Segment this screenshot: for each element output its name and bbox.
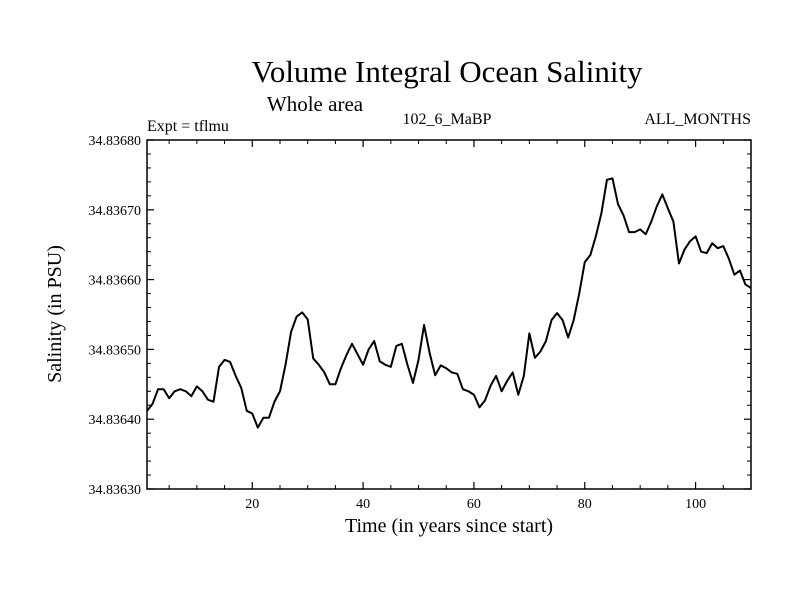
x-tick-label: 80 bbox=[578, 497, 592, 512]
x-tick-label: 100 bbox=[685, 497, 706, 512]
x-tick-label: 20 bbox=[245, 497, 259, 512]
y-tick-label: 34.83670 bbox=[89, 204, 142, 219]
y-tick-label: 34.83650 bbox=[89, 343, 142, 358]
y-tick-label: 34.83660 bbox=[89, 274, 142, 289]
y-tick-label: 34.83680 bbox=[89, 134, 142, 149]
x-tick-label: 60 bbox=[467, 497, 481, 512]
series-group bbox=[146, 177, 752, 429]
y-tick-label: 34.83630 bbox=[89, 483, 142, 498]
months-label: ALL_MONTHS bbox=[644, 111, 751, 128]
plot-frame bbox=[146, 139, 752, 490]
x-axis: 20 40 60 80 100 bbox=[168, 140, 752, 512]
y-tick-label: 34.83640 bbox=[89, 413, 142, 428]
y-axis-label: Salinity (in PSU) bbox=[44, 245, 66, 383]
y-axis: 34.83630 34.83640 34.83650 34.83660 34.83670… bbox=[89, 134, 751, 498]
series-line-salinity bbox=[146, 177, 752, 429]
experiment-label: Expt = tflmu bbox=[147, 118, 229, 135]
chart-subtitle: Whole area bbox=[267, 92, 364, 116]
chart-title: Volume Integral Ocean Salinity bbox=[251, 54, 643, 89]
run-label: 102_6_MaBP bbox=[403, 111, 492, 128]
x-tick-label: 40 bbox=[356, 497, 370, 512]
x-axis-label: Time (in years since start) bbox=[345, 515, 553, 537]
